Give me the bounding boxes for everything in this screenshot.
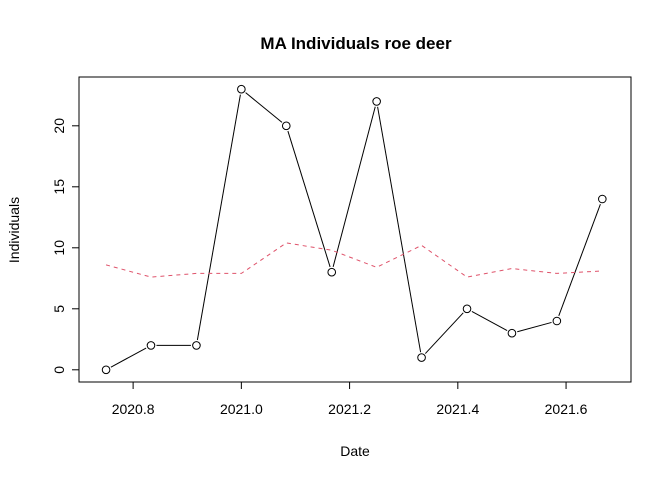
y-tick-label: 5 [51,305,67,313]
y-tick-label: 0 [51,366,67,374]
data-point [101,365,111,375]
y-tick-label: 20 [51,118,67,134]
y-tick-label: 10 [51,240,67,256]
data-point [507,328,517,338]
data-point [146,341,156,350]
series-line-segment [332,106,376,268]
data-point [327,267,337,277]
y-axis-label: Individuals [6,197,22,263]
data-point [462,304,472,314]
series-line-segment [377,106,422,353]
x-axis-label: Date [340,443,370,459]
series-line-segment [424,312,464,354]
series-line-segment [287,130,331,268]
x-tick-label: 2021.0 [220,401,263,417]
data-point [192,341,201,350]
series-line-dashed [105,242,603,278]
data-point [237,84,246,94]
x-axis: 2020.8 2021.0 2021.2 2021.4 2021.6 [112,381,588,417]
data-point [281,121,291,131]
x-tick-label: 2021.6 [545,401,588,417]
data-point [417,353,426,362]
series-line-segment [558,203,601,317]
x-tick-label: 2021.4 [436,401,479,417]
data-point [372,97,381,106]
x-tick-label: 2020.8 [112,401,155,417]
plot-frame [78,76,632,383]
data-point [598,194,607,204]
series-line-segment [196,94,241,341]
chart-title: MA Individuals roe deer [260,34,452,53]
series-line-segment [110,347,147,368]
y-tick-label: 15 [51,179,67,195]
series-line-segment [245,92,283,123]
data-point [552,316,562,326]
series-layer [101,84,607,375]
y-axis: 0 5 10 15 20 [51,118,79,374]
x-tick-label: 2021.2 [328,401,371,417]
series-line-segment [517,321,552,333]
series-line-segment [471,310,508,332]
